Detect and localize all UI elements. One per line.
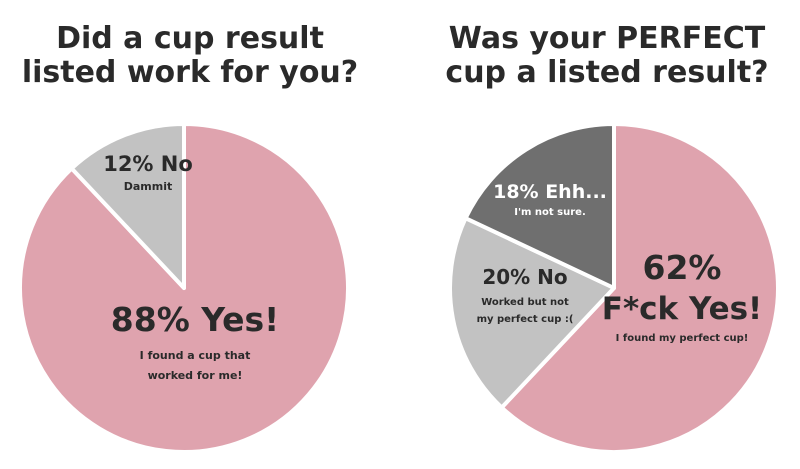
chart-b-title-line-1: Was your PERFECT xyxy=(448,21,766,56)
chart-b-slice-ehh-label: 18% Ehh... I'm not sure. xyxy=(470,181,630,218)
chart-b-no-sublabel-1: Worked but not xyxy=(481,297,569,308)
chart-b-title: Was your PERFECT cup a listed result? xyxy=(418,22,796,89)
pie-chart-a xyxy=(18,122,350,454)
chart-a-title-line-2: listed work for you? xyxy=(21,54,359,90)
chart-b-yes-percent: 62% xyxy=(642,248,722,287)
chart-b-slice-yes-label: 62% F*ck Yes! I found my perfect cup! xyxy=(597,248,767,344)
chart-b-ehh-sublabel: I'm not sure. xyxy=(514,207,586,218)
chart-a-yes-sublabel-2: worked for me! xyxy=(147,369,243,382)
chart-a-yes-sublabel-1: I found a cup that xyxy=(139,349,251,362)
chart-b-yes-sublabel: I found my perfect cup! xyxy=(615,333,749,344)
chart-a-no-percent: 12% No xyxy=(103,152,193,176)
chart-a-slice-no xyxy=(69,122,186,290)
chart-b-no-sublabel-2: my perfect cup :( xyxy=(476,314,574,325)
chart-a-title-line-1: Did a cup result xyxy=(56,21,324,56)
chart-b-slice-no-label: 20% No Worked but not my perfect cup :( xyxy=(445,265,605,325)
chart-b-yes-label: F*ck Yes! xyxy=(601,291,763,327)
chart-b-title-line-2: cup a listed result? xyxy=(445,54,769,90)
chart-a-slice-yes-label: 88% Yes! I found a cup that worked for m… xyxy=(80,300,310,382)
pie-chart-b xyxy=(448,122,780,454)
chart-a-yes-percent: 88% Yes! xyxy=(110,300,280,339)
chart-b-slice-yes xyxy=(499,122,780,454)
chart-b-slice-no xyxy=(448,216,616,410)
chart-b-slice-ehh xyxy=(463,122,616,290)
chart-a-no-sublabel: Dammit xyxy=(123,180,173,193)
chart-a-slice-no-label: 12% No Dammit xyxy=(63,152,233,193)
chart-b-no-percent: 20% No xyxy=(482,265,568,289)
chart-a-title: Did a cup result listed work for you? xyxy=(20,22,360,89)
chart-b-ehh-percent: 18% Ehh... xyxy=(493,181,607,203)
